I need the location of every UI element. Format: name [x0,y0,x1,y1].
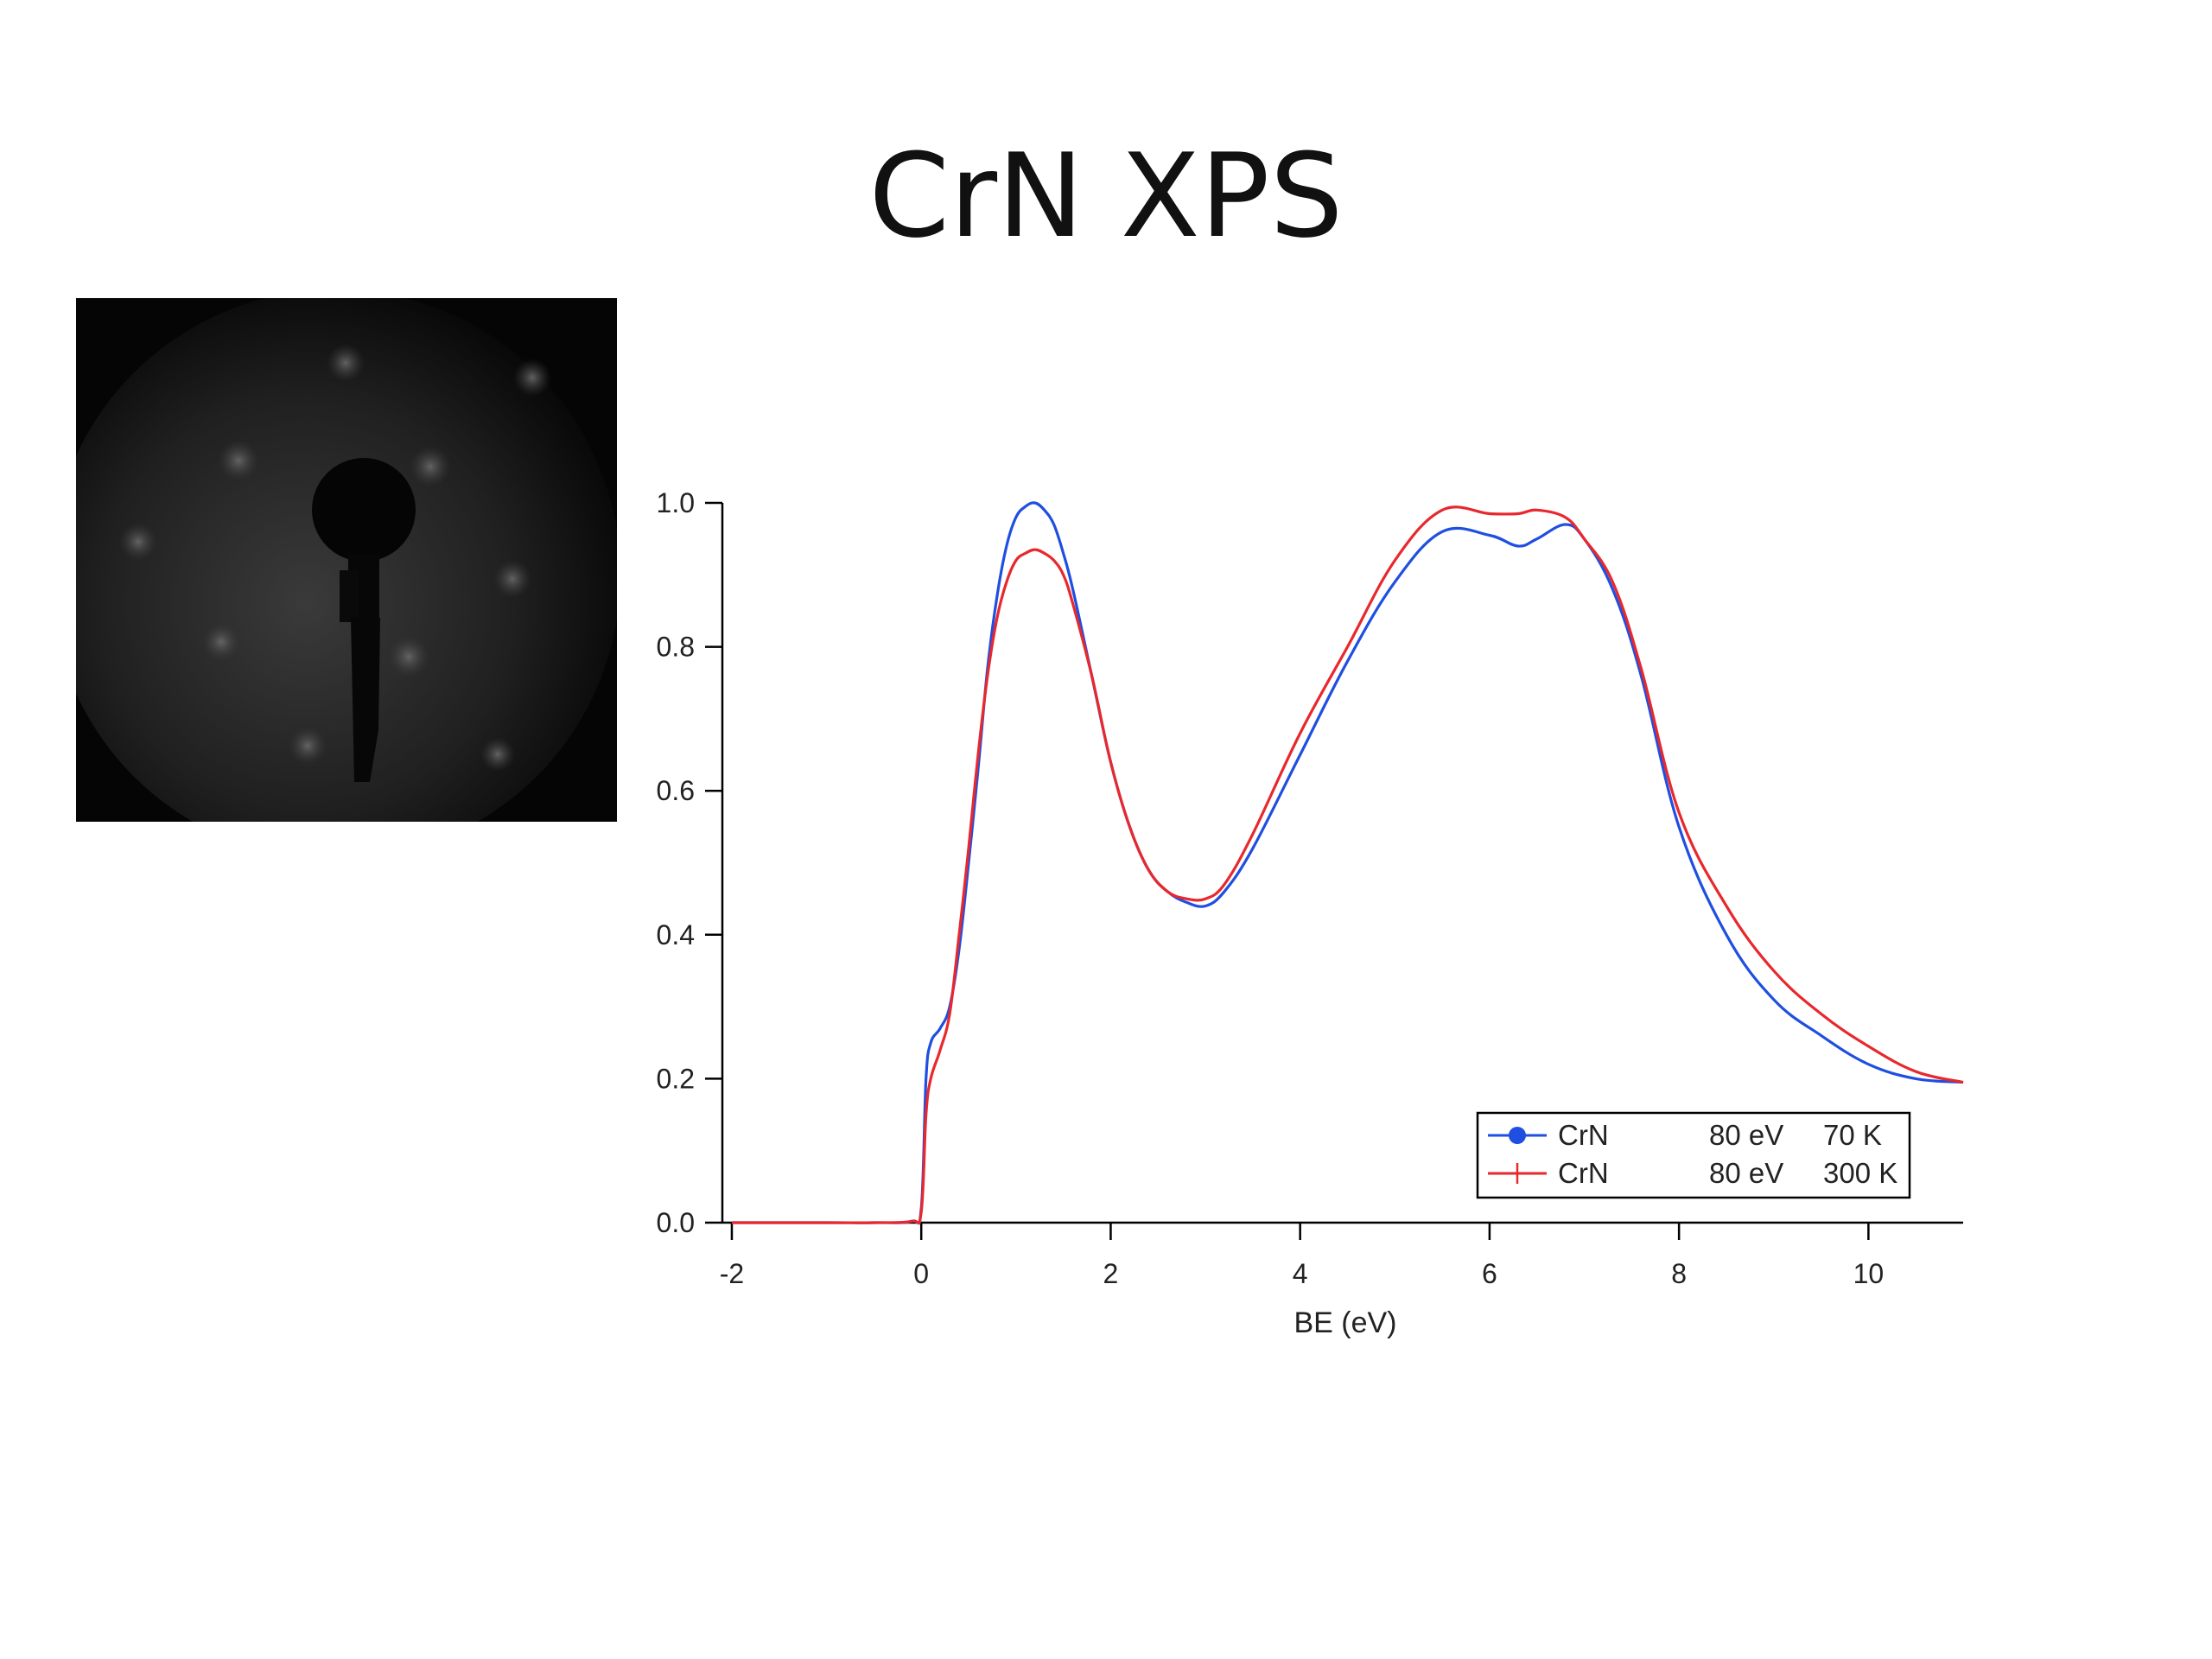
chart-legend: CrN 80 eV 70 K CrN 80 eV 300 K [1476,1111,1911,1199]
y-tick-label: 0.4 [657,919,695,950]
diffraction-spots [119,344,551,772]
chart-tick-labels: 0.0 0.2 0.4 0.6 0.8 1.0 -2 0 2 4 6 8 10 [657,487,1885,1289]
x-tick-label: 6 [1482,1258,1497,1289]
legend-energy-0: 80 eV [1709,1119,1783,1151]
leed-diffraction-image [76,298,617,822]
x-tick-label: -2 [720,1258,744,1289]
x-axis-label: BE (eV) [1294,1306,1396,1339]
legend-temp-0: 70 K [1823,1119,1882,1151]
series-line-1 [732,505,1964,1224]
y-tick-label: 0.0 [657,1207,695,1238]
x-tick-label: 10 [1853,1258,1885,1289]
slide-title: CrN XPS [868,129,1344,264]
legend-marker-0 [1509,1127,1526,1144]
x-tick-label: 0 [913,1258,929,1289]
y-tick-label: 0.2 [657,1063,695,1094]
legend-item-1: CrN 80 eV 300 K [1488,1157,1897,1189]
legend-item-0: CrN 80 eV 70 K [1488,1119,1882,1151]
x-tick-label: 8 [1671,1258,1687,1289]
y-tick-label: 1.0 [657,487,695,518]
legend-temp-1: 300 K [1823,1157,1897,1189]
legend-box [1476,1111,1911,1199]
chart-axes [705,501,1963,1240]
legend-energy-1: 80 eV [1709,1157,1783,1189]
sample-holder-shadow [312,458,416,782]
y-tick-label: 0.8 [657,632,695,663]
y-tick-label: 0.6 [657,775,695,806]
legend-series-name-1: CrN [1558,1157,1609,1189]
chart-series [732,501,1964,1225]
x-tick-label: 4 [1293,1258,1308,1289]
legend-series-name-0: CrN [1558,1119,1609,1151]
x-tick-label: 2 [1103,1258,1119,1289]
